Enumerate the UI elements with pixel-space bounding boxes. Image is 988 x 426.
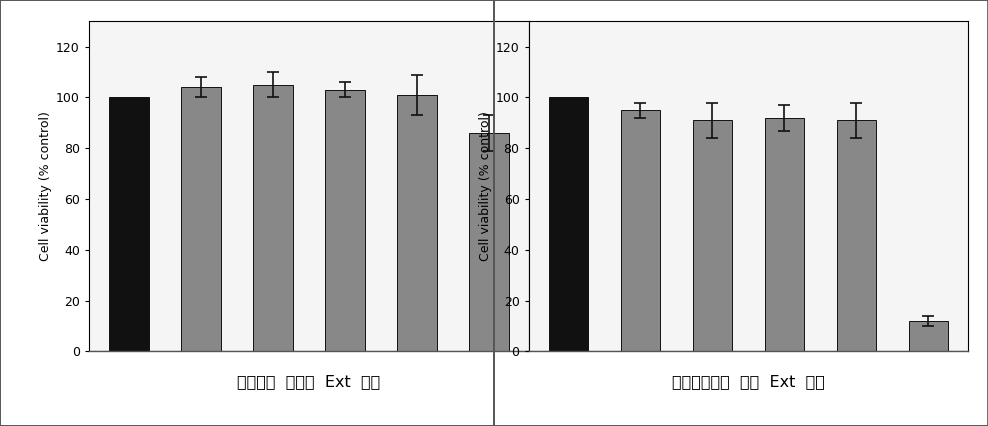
Bar: [397, 95, 437, 351]
Bar: [469, 133, 509, 351]
Bar: [620, 110, 660, 351]
Text: 한국제천  닥나무  Ext  분획: 한국제천 닥나무 Ext 분획: [237, 374, 380, 389]
Y-axis label: Cell viability (% control): Cell viability (% control): [39, 112, 51, 261]
Bar: [253, 85, 292, 351]
X-axis label: 닥나무(한국제천)Ext (μg/mL): 닥나무(한국제천)Ext (μg/mL): [233, 382, 384, 396]
Bar: [181, 87, 220, 351]
Bar: [109, 98, 148, 351]
Y-axis label: Cell viability (% control): Cell viability (% control): [478, 112, 491, 261]
Bar: [325, 90, 365, 351]
Bar: [909, 321, 948, 351]
Text: 우즈베키스탄  감초  Ext  분획: 우즈베키스탄 감초 Ext 분획: [672, 374, 825, 389]
Bar: [765, 118, 804, 351]
X-axis label: 감초(우즈베키스탄)Ext (μg/mL): 감초(우즈베키스탄)Ext (μg/mL): [669, 382, 828, 396]
Bar: [837, 120, 876, 351]
Bar: [548, 98, 588, 351]
Bar: [693, 120, 732, 351]
